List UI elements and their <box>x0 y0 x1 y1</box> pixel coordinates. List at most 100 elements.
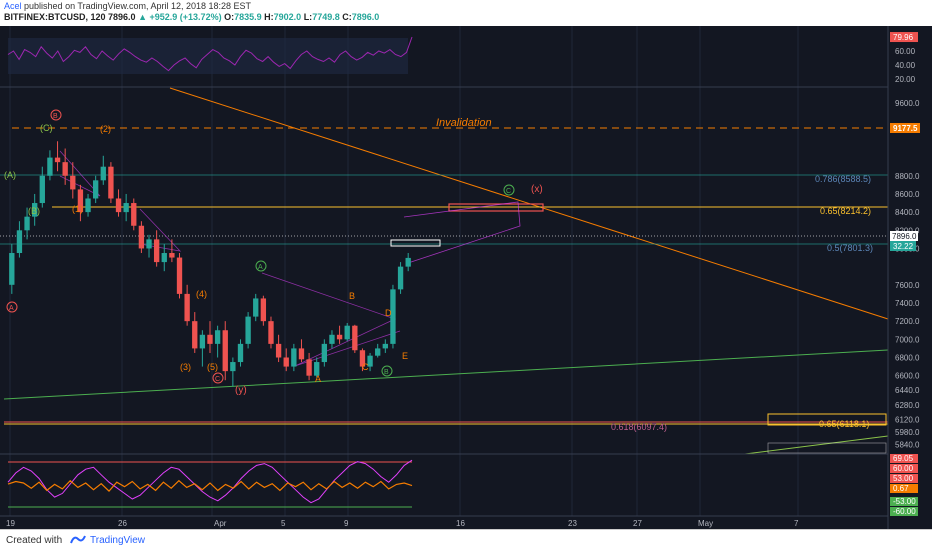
symbol-name[interactable]: BITFINEX:BTCUSD, 120 <box>4 12 106 22</box>
fib-786-label: 0.786(8588.5) <box>815 174 871 184</box>
wave-a-paren: (A) <box>4 170 16 180</box>
candle-body <box>85 198 91 213</box>
price-tick-label: 7200.0 <box>895 317 920 326</box>
time-axis[interactable]: 19 26 Apr 5 9 16 23 27 May 7 <box>6 519 799 528</box>
wave-circle-c <box>212 372 224 384</box>
low-value: 7749.8 <box>312 12 340 22</box>
rsi-current-value: 79.96 <box>893 33 914 42</box>
candle-body <box>207 334 213 344</box>
close-label: C: <box>342 12 352 22</box>
osc-tick-label: 53.00 <box>893 474 914 483</box>
price-tick-label: 8600.0 <box>895 190 920 199</box>
price-tick-label: 6800.0 <box>895 354 920 363</box>
rsi-tick-label: 40.00 <box>895 61 916 70</box>
price-tick-label: 5980.0 <box>895 428 920 437</box>
wave-y: (y) <box>235 385 247 396</box>
candle-body <box>298 348 305 360</box>
candle-body <box>39 175 45 204</box>
price-tick-label: 7000.0 <box>895 335 920 344</box>
open-label: O: <box>224 12 235 22</box>
wave-b-letter: B <box>349 291 355 301</box>
candle-body <box>375 348 381 356</box>
candle-body <box>77 189 84 213</box>
osc-tick-tag <box>890 497 918 506</box>
upper-target-box <box>448 203 544 212</box>
wave-b-green-label: B <box>384 369 389 376</box>
candle-body <box>54 157 61 163</box>
time-tick-label: Apr <box>214 519 227 528</box>
wave-c-paren: (C) <box>40 123 53 133</box>
wave-d-letter: D <box>385 308 392 318</box>
wave-1: (1) <box>72 204 83 214</box>
rsi-current-tag <box>890 32 918 43</box>
price-tick-label: 9600.0 <box>895 99 920 108</box>
target-box <box>767 413 887 426</box>
rsi-tick-label: 20.00 <box>895 75 916 84</box>
candle-body <box>253 298 259 317</box>
price-axis[interactable]: 9600.08800.08600.08400.08200.08000.07600… <box>895 99 920 450</box>
price-drawings <box>0 87 889 455</box>
candle-body <box>222 330 228 372</box>
tradingview-logo-icon[interactable] <box>70 533 86 546</box>
time-tick-label: 9 <box>344 519 349 528</box>
candle-body <box>47 157 53 176</box>
wave-a-letter: A <box>315 374 321 384</box>
high-value: 7902.0 <box>273 12 302 22</box>
candle-body <box>9 253 15 285</box>
wave-4: (4) <box>196 289 207 299</box>
price-tick-label: 8400.0 <box>895 208 920 217</box>
candle-body <box>359 350 366 367</box>
rsi-panel <box>7 36 413 74</box>
candle-body <box>161 253 167 263</box>
candle-body <box>283 357 289 367</box>
wave-b-paren: (B) <box>28 206 40 216</box>
rsi-line <box>7 36 413 72</box>
candle-body <box>245 316 251 344</box>
chart-canvas[interactable]: Invalidation 0.786(8588.5) 0.65(8214.2) … <box>0 26 932 529</box>
candle-body <box>329 334 335 344</box>
published-text: published on TradingView.com, April 12, … <box>24 1 252 11</box>
wave-circle-b <box>50 109 62 121</box>
wedge-a <box>139 208 182 252</box>
rsi-axis: 79.96 60.00 40.00 20.00 <box>890 32 918 84</box>
price-tick-label: 8200.0 <box>895 226 920 235</box>
rsi-band <box>8 38 408 74</box>
author-link[interactable]: Acel <box>4 1 22 11</box>
candle-body <box>16 230 23 254</box>
rsi-tick-label: 60.00 <box>895 47 916 56</box>
price-tick-label: 8800.0 <box>895 172 920 181</box>
time-tick-label: 19 <box>6 519 15 528</box>
candle-body <box>397 266 404 290</box>
wave-circle-a <box>6 301 18 313</box>
triangle-pattern <box>261 272 401 367</box>
wave-a-green-label: A <box>258 264 263 271</box>
lower-box <box>767 442 887 454</box>
ascending-trendline <box>3 349 889 400</box>
wave-a-circle-label: A <box>9 305 14 312</box>
candle-body <box>32 203 38 217</box>
candle-body <box>192 321 198 349</box>
osc-tick-tag <box>890 507 918 516</box>
rsi-current-tag <box>890 241 916 251</box>
candle-body <box>169 253 175 258</box>
channel-line <box>744 435 889 455</box>
close-value: 7896.0 <box>351 12 380 22</box>
candle-body <box>367 355 373 367</box>
invalidation-label: Invalidation <box>436 117 492 129</box>
candle-body <box>199 334 206 349</box>
osc-tick-tag <box>890 484 918 493</box>
oscillator-line <box>7 459 413 504</box>
tradingview-brand[interactable]: TradingView <box>90 535 146 546</box>
time-tick-label: 5 <box>281 519 286 528</box>
price-tick-label: 6120.0 <box>895 415 920 424</box>
low-label: L: <box>303 12 313 22</box>
candle-body <box>306 359 312 376</box>
wave-3: (3) <box>180 362 191 372</box>
candle-body <box>214 330 221 344</box>
candle-body <box>131 203 137 226</box>
wave-2: (2) <box>100 124 111 134</box>
price-tick-label: 6600.0 <box>895 372 920 381</box>
price-tick-label: 6280.0 <box>895 401 920 410</box>
candle-body <box>405 257 411 267</box>
fib-65-upper-label: 0.65(8214.2) <box>820 206 871 216</box>
